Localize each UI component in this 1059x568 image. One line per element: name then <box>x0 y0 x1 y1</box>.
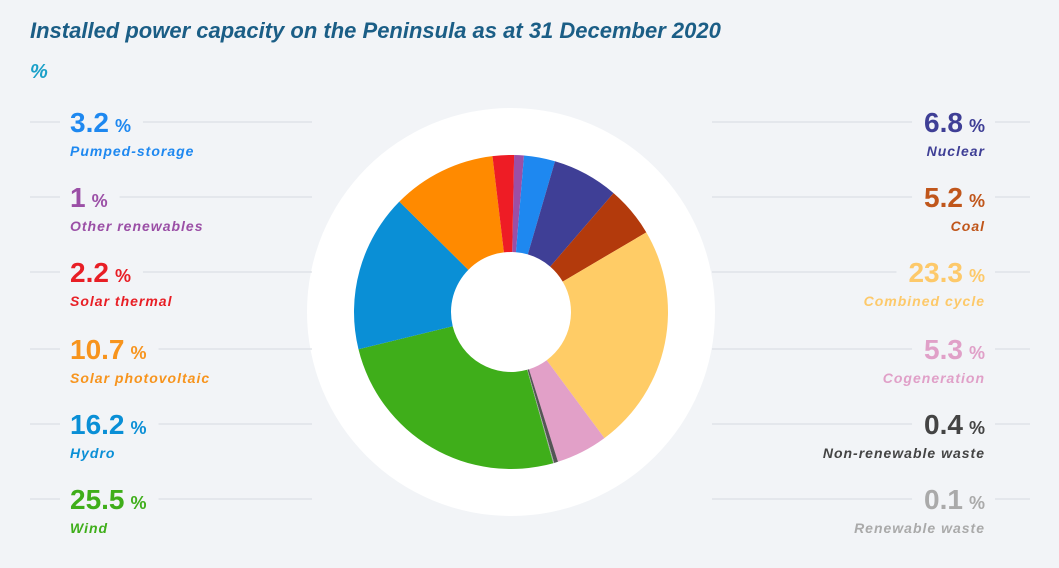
legend-entry: 3.2 % Pumped-storage <box>30 107 312 159</box>
category-label: Hydro <box>70 445 115 461</box>
category-label: Nuclear <box>927 143 986 159</box>
legend-entry: 6.8 % Nuclear <box>712 107 1030 159</box>
legend-entry: 5.3 % Cogeneration <box>712 334 1030 386</box>
value-number: 3.2 <box>70 107 109 138</box>
value-unit: % <box>131 493 147 513</box>
value-label: 0.1% <box>924 484 985 515</box>
donut-slice <box>512 155 524 253</box>
value-label: 10.7% <box>70 334 147 365</box>
category-label: Solar thermal <box>70 293 173 309</box>
value-unit: % <box>131 418 147 438</box>
value-label: 0.4% <box>924 409 985 440</box>
value-number: 1 <box>70 182 86 213</box>
donut-slice <box>527 369 558 463</box>
value-unit: % <box>969 493 985 513</box>
value-label: 5.2% <box>924 182 985 213</box>
category-label: Combined cycle <box>864 293 985 309</box>
category-label: Cogeneration <box>883 370 985 386</box>
donut-slice <box>527 369 555 464</box>
category-label: Pumped-storage <box>70 143 194 159</box>
value-number: 0.4 <box>924 409 963 440</box>
value-label: 5.3% <box>924 334 985 365</box>
value-label: 6.8% <box>924 107 985 138</box>
value-unit: % <box>969 191 985 211</box>
value-label: 1% <box>70 182 108 213</box>
legend-entry: 0.4 % Non-renewable waste <box>712 409 1030 461</box>
legend-entry: 1 % Other renewables <box>30 182 312 234</box>
donut-slice <box>353 201 469 350</box>
value-number: 10.7 <box>70 334 125 365</box>
value-number: 5.3 <box>924 334 963 365</box>
value-label: 25.5% <box>70 484 147 515</box>
value-unit: % <box>969 116 985 136</box>
donut-slice <box>550 193 647 282</box>
value-number: 5.2 <box>924 182 963 213</box>
value-label: 23.3% <box>908 257 985 288</box>
value-unit: % <box>92 191 108 211</box>
value-unit: % <box>969 418 985 438</box>
legend-entry: 23.3 % Combined cycle <box>712 257 1030 309</box>
chart-title: Installed power capacity on the Peninsul… <box>30 18 722 43</box>
donut-slice <box>527 161 614 267</box>
value-number: 0.1 <box>924 484 963 515</box>
category-label: Solar photovoltaic <box>70 370 210 386</box>
value-number: 2.2 <box>70 257 109 288</box>
chart-subtitle: % <box>30 61 48 83</box>
category-label: Other renewables <box>70 218 204 234</box>
legend-entry: 2.2 % Solar thermal <box>30 257 312 309</box>
category-label: Renewable waste <box>854 520 985 536</box>
legend-entry: 25.5 % Wind <box>30 484 312 536</box>
value-unit: % <box>969 266 985 286</box>
legend-entry: 0.1 % Renewable waste <box>712 484 1030 536</box>
value-unit: % <box>115 116 131 136</box>
legend-entry: 10.7 % Solar photovoltaic <box>30 334 312 386</box>
value-unit: % <box>115 266 131 286</box>
value-number: 16.2 <box>70 409 125 440</box>
value-label: 3.2% <box>70 107 131 138</box>
donut-slice <box>399 156 504 270</box>
donut-slice <box>492 155 515 253</box>
value-number: 6.8 <box>924 107 963 138</box>
value-unit: % <box>969 343 985 363</box>
value-number: 23.3 <box>908 257 963 288</box>
value-label: 16.2% <box>70 409 147 440</box>
value-unit: % <box>131 343 147 363</box>
value-label: 2.2% <box>70 257 131 288</box>
donut-slice <box>528 360 605 462</box>
value-number: 25.5 <box>70 484 125 515</box>
legend-entry: 5.2 % Coal <box>712 182 1030 234</box>
donut-slice <box>358 326 554 469</box>
donut-slice <box>546 232 668 439</box>
legend-entry: 16.2 % Hydro <box>30 409 312 461</box>
category-label: Wind <box>70 520 108 536</box>
category-label: Non-renewable waste <box>823 445 985 461</box>
donut-slice <box>515 155 556 255</box>
category-label: Coal <box>951 218 985 234</box>
